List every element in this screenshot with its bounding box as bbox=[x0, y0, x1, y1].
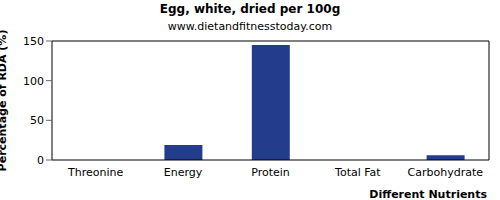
html-text:Egg, white, dried per 100g: Egg, white, dried per 100g bbox=[159, 2, 341, 16]
svg-text:Total Fat: Total Fat bbox=[334, 166, 381, 179]
svg-text:Carbohydrate: Carbohydrate bbox=[408, 166, 484, 179]
svg-text:Percentage of RDA (%): Percentage of RDA (%) bbox=[8, 30, 9, 172]
svg-text:100: 100 bbox=[23, 75, 44, 88]
svg-text:Threonine: Threonine bbox=[67, 166, 123, 179]
svg-text:0: 0 bbox=[37, 154, 44, 167]
svg-text:Energy: Energy bbox=[164, 166, 203, 179]
svg-text:150: 150 bbox=[23, 35, 44, 48]
html-text:www.dietandfitnesstoday.com: www.dietandfitnesstoday.com bbox=[167, 20, 333, 33]
svg-text:Protein: Protein bbox=[251, 166, 290, 179]
svg-text:50: 50 bbox=[30, 114, 44, 127]
svg-text:Different Nutrients: Different Nutrients bbox=[369, 188, 487, 200]
